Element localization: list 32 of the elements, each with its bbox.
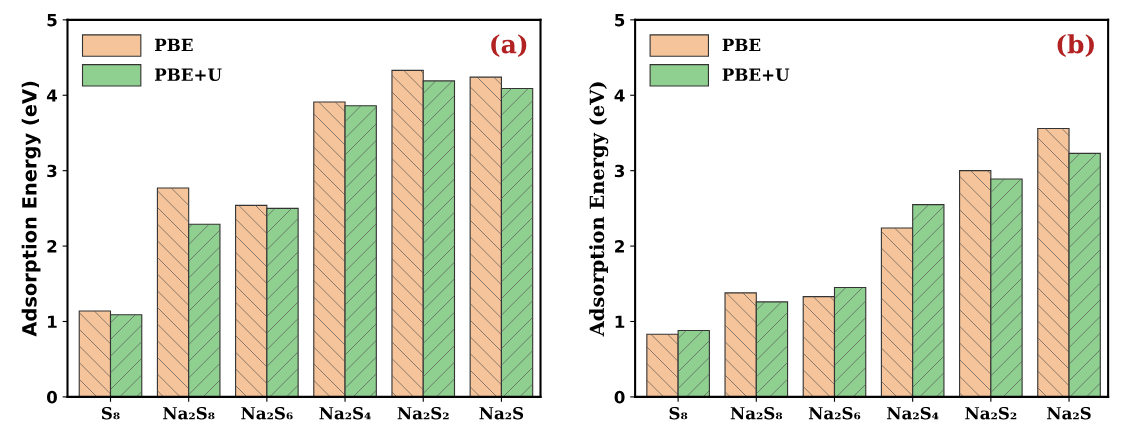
text: (a) (491, 34, 527, 58)
x-tick-label: Na₂S₈ (730, 406, 783, 420)
y-tick-label: 4 (46, 89, 58, 102)
x-tick-label: S₈ (669, 406, 688, 420)
x-tick-label: Na₂S₆ (808, 406, 861, 420)
x-tick-label: Na₂S₄ (887, 406, 939, 420)
x-tick-label: Na₂S₂ (397, 406, 449, 420)
x-tick-label: Na₂S₄ (319, 406, 371, 420)
y-tick-label: 5 (47, 14, 57, 27)
y-tick-label: 2 (615, 240, 624, 253)
legend-label: PBE (722, 38, 761, 52)
y-axis-title: Adsorption Energy (eV) (589, 82, 609, 337)
text: (b) (1057, 34, 1094, 58)
y-tick-label: 0 (614, 390, 625, 404)
legend-label: PBE+U (722, 68, 790, 81)
y-tick-label: 1 (48, 315, 57, 328)
y-tick-label: 3 (47, 164, 57, 178)
x-tick-label: S₈ (101, 406, 120, 420)
x-tick-label: Na₂S₈ (163, 406, 215, 420)
x-tick-label: Na₂S₂ (965, 406, 1017, 420)
y-tick-label: 3 (614, 164, 625, 178)
legend-label: PBE (154, 38, 193, 52)
y-tick-label: 2 (47, 240, 57, 253)
legend-label: PBE+U (154, 68, 222, 81)
y-tick-label: 5 (615, 14, 625, 27)
y-tick-label: 0 (46, 390, 57, 404)
y-tick-label: 1 (615, 315, 625, 328)
x-tick-label: Na₂S (1047, 406, 1091, 420)
y-axis-title: Adsorption Energy (eV) (21, 81, 41, 337)
x-tick-label: Na₂S (479, 406, 524, 420)
y-tick-label: 4 (614, 89, 625, 102)
x-tick-label: Na₂S₆ (241, 406, 293, 420)
